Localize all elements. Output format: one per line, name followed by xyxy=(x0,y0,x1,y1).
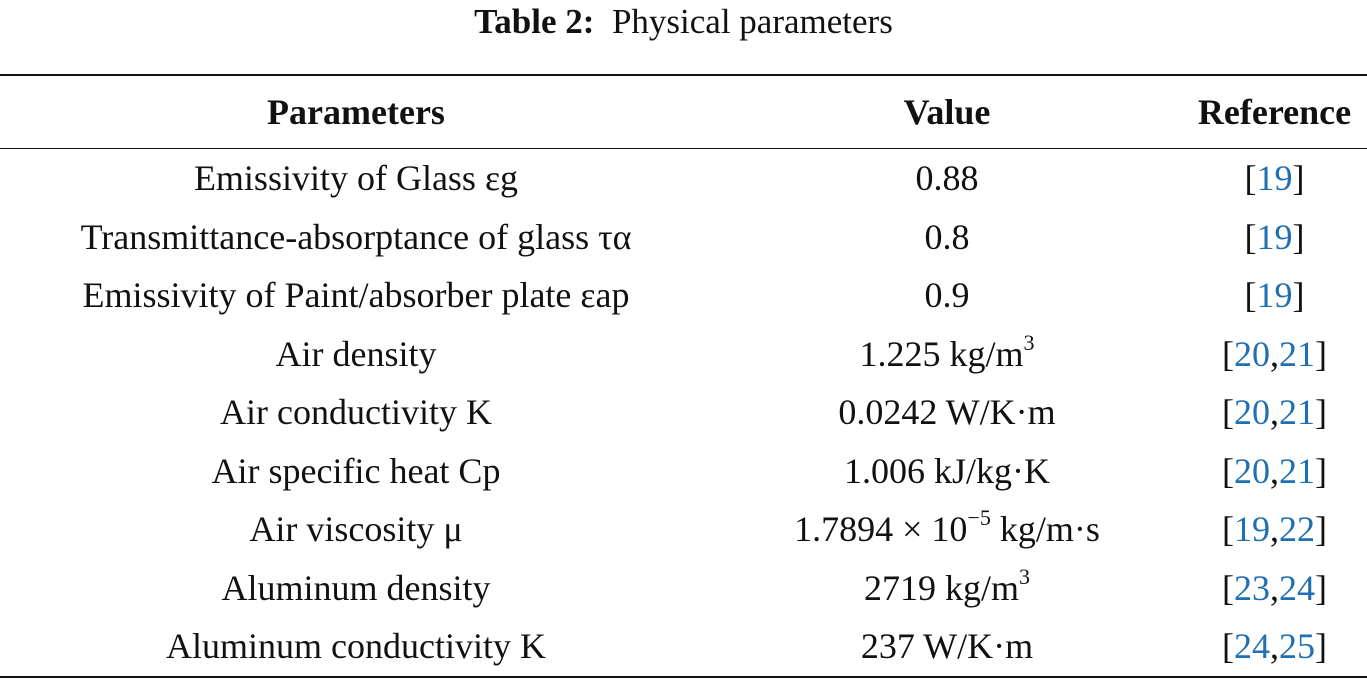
header-reference: Reference xyxy=(1182,74,1367,149)
reference-cell: [19] xyxy=(1244,216,1305,257)
value-main: 2719 kg/m xyxy=(863,567,1019,608)
value-main: 237 W/K·m xyxy=(860,626,1034,667)
table-label: Table 2: xyxy=(474,2,595,41)
table-title: Physical parameters xyxy=(611,2,893,41)
reference-cell: [20,21] xyxy=(1222,450,1327,491)
citation-link[interactable]: 21 xyxy=(1279,392,1315,433)
citation-link[interactable]: 24 xyxy=(1279,567,1315,608)
value-main: 1.7894 × 10 xyxy=(794,509,968,550)
value-main: 1.225 kg/m xyxy=(859,333,1024,374)
parameter-cell: Transmittance-absorptance of glass τα xyxy=(80,216,632,257)
value-cell: 0.88 xyxy=(712,149,1182,208)
citation-link[interactable]: 24 xyxy=(1234,626,1270,667)
reference-cell: [23,24] xyxy=(1222,567,1327,608)
value-superscript: 3 xyxy=(1019,563,1030,589)
value-main: 0.0242 W/K·m xyxy=(838,392,1056,433)
parameter-cell: Aluminum density xyxy=(221,567,491,608)
table-row: Emissivity of Paint/absorber plate εap 0.… xyxy=(0,266,1367,325)
reference-cell: [20,21] xyxy=(1222,392,1327,433)
value-main: 0.9 xyxy=(924,275,970,316)
table-row: Emissivity of Glass εg 0.88 [19] xyxy=(0,149,1367,208)
value-cell: 1.7894 × 10−5 kg/m·s xyxy=(712,500,1182,559)
parameter-cell: Emissivity of Paint/absorber plate εap xyxy=(82,275,630,316)
value-cell: 1.225 kg/m3 xyxy=(712,325,1182,384)
table-row: Air density 1.225 kg/m3 [20,21] xyxy=(0,325,1367,384)
table-row: Air conductivity K 0.0242 W/K·m [20,21] xyxy=(0,383,1367,442)
value-cell: 0.8 xyxy=(712,208,1182,267)
value-cell: 2719 kg/m3 xyxy=(712,559,1182,618)
citation-link[interactable]: 19 xyxy=(1256,275,1293,316)
table-row: Air specific heat Cp 1.006 kJ/kg·K [20,21] xyxy=(0,442,1367,501)
citation-link[interactable]: 19 xyxy=(1256,216,1293,257)
header-row: Parameters Value Reference xyxy=(0,74,1367,149)
header-parameters: Parameters xyxy=(0,74,712,149)
value-superscript: 3 xyxy=(1023,329,1035,355)
parameter-cell: Air density xyxy=(275,333,437,374)
citation-link[interactable]: 21 xyxy=(1279,450,1315,491)
table-body: Emissivity of Glass εg 0.88 [19] Transmitta… xyxy=(0,149,1367,678)
value-main: 1.006 kJ/kg·K xyxy=(844,450,1050,491)
value-cell: 1.006 kJ/kg·K xyxy=(712,442,1182,501)
citation-link[interactable]: 25 xyxy=(1279,626,1315,667)
parameter-cell: Aluminum conductivity K xyxy=(0,617,712,678)
value-superscript: −5 xyxy=(967,505,991,531)
table-row: Transmittance-absorptance of glass τα 0.8… xyxy=(0,208,1367,267)
table-caption: Table 2: Physical parameters xyxy=(0,0,1367,48)
reference-cell: [19,22] xyxy=(1222,509,1327,550)
table-row: Aluminum conductivity K 237 W/K·m [24,25] xyxy=(0,617,1367,678)
citation-link[interactable]: 22 xyxy=(1279,509,1315,550)
physical-parameters-table: Parameters Value Reference Emissivity of… xyxy=(0,74,1367,678)
citation-link[interactable]: 23 xyxy=(1234,567,1270,608)
citation-link[interactable]: 20 xyxy=(1234,450,1270,491)
parameter-cell: Air viscosity μ xyxy=(249,509,463,550)
citation-link[interactable]: 19 xyxy=(1234,509,1270,550)
citation-link[interactable]: 20 xyxy=(1234,392,1270,433)
parameter-cell: Emissivity of Glass εg xyxy=(193,158,519,199)
reference-cell: [20,21] xyxy=(1222,333,1327,374)
table-row: Air viscosity μ 1.7894 × 10−5 kg/m·s [19,2… xyxy=(0,500,1367,559)
parameter-cell: Air conductivity K xyxy=(220,392,492,433)
value-cell: 0.0242 W/K·m xyxy=(712,383,1182,442)
value-cell: 0.9 xyxy=(712,266,1182,325)
header-value: Value xyxy=(712,74,1182,149)
value-main: 0.8 xyxy=(924,216,970,257)
citation-link[interactable]: 19 xyxy=(1256,158,1293,199)
reference-cell: [19] xyxy=(1244,158,1305,199)
citation-link[interactable]: 21 xyxy=(1279,333,1315,374)
table-row: Aluminum density 2719 kg/m3 [23,24] xyxy=(0,559,1367,618)
value-main: 0.88 xyxy=(915,158,979,199)
citation-link[interactable]: 20 xyxy=(1234,333,1270,374)
parameter-cell: Air specific heat Cp xyxy=(211,450,501,491)
value-unit: kg/m·s xyxy=(990,509,1100,550)
reference-cell: [19] xyxy=(1244,275,1305,316)
reference-cell: [24,25] xyxy=(1182,617,1367,678)
value-cell: 237 W/K·m xyxy=(712,617,1182,678)
